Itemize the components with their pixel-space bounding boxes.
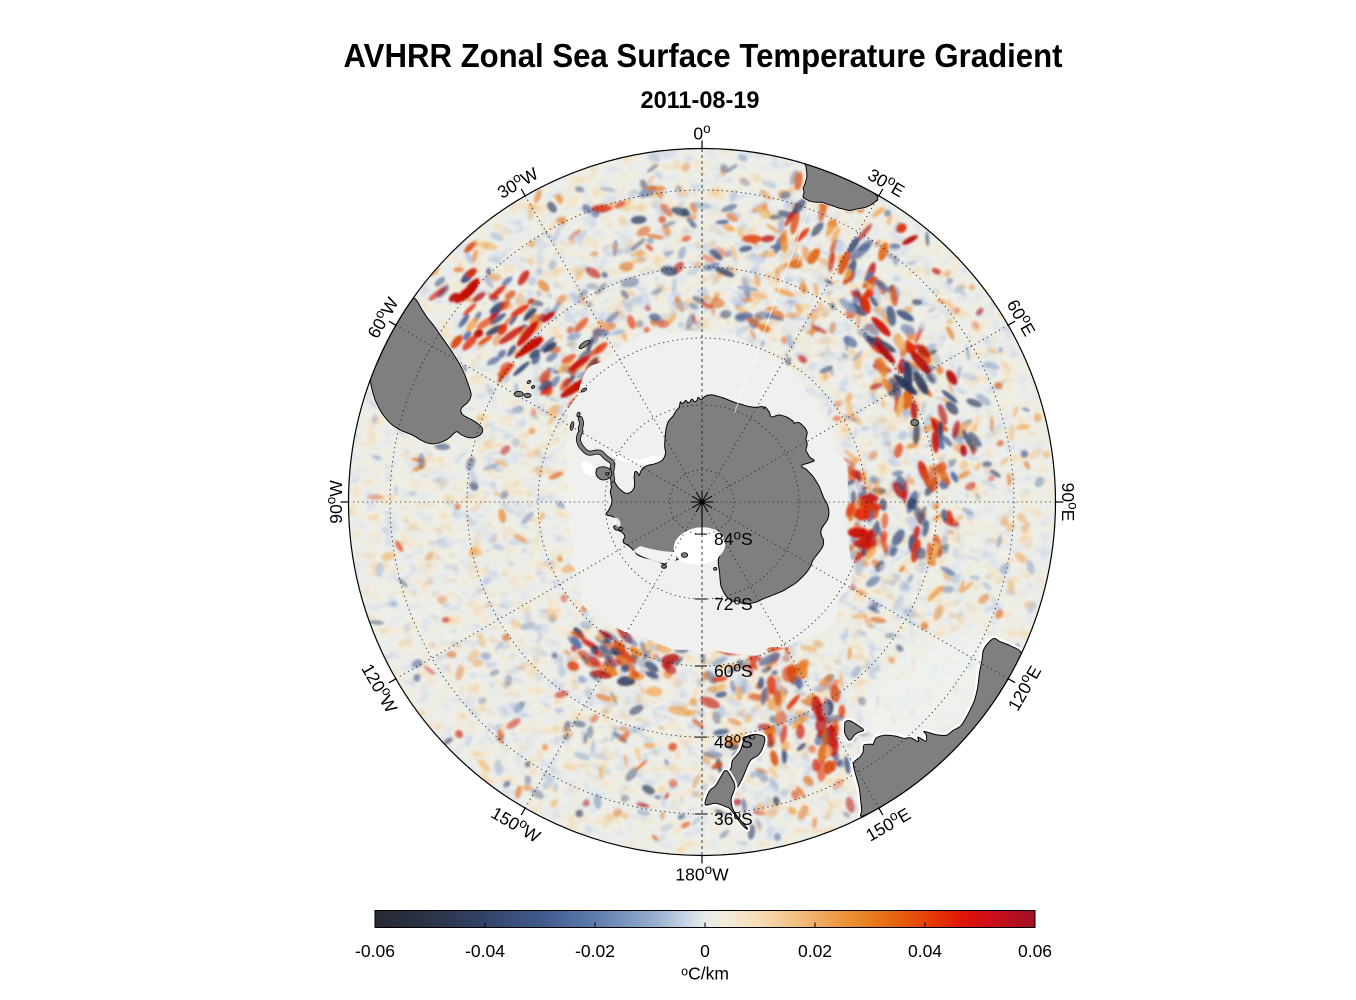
svg-text:0: 0 (700, 941, 710, 961)
svg-text:84oS: 84oS (714, 528, 753, 550)
svg-text:0.06: 0.06 (1018, 941, 1052, 961)
svg-text:-0.04: -0.04 (465, 941, 505, 961)
svg-text:180oW: 180oW (675, 862, 729, 885)
svg-text:72oS: 72oS (714, 593, 753, 615)
svg-text:0.02: 0.02 (798, 941, 832, 961)
svg-text:90oW: 90oW (323, 480, 346, 524)
svg-text:0.04: 0.04 (908, 941, 942, 961)
svg-text:2011-08-19: 2011-08-19 (641, 87, 760, 114)
svg-text:oC/km: oC/km (681, 964, 729, 984)
svg-text:AVHRR Zonal Sea Surface Temper: AVHRR Zonal Sea Surface Temperature Grad… (344, 37, 1063, 74)
svg-text:-0.02: -0.02 (575, 941, 615, 961)
svg-text:-0.06: -0.06 (355, 941, 395, 961)
svg-text:36oS: 36oS (714, 808, 753, 830)
svg-text:60oS: 60oS (714, 660, 753, 682)
svg-text:90oE: 90oE (1058, 483, 1081, 522)
svg-text:48oS: 48oS (714, 731, 753, 753)
